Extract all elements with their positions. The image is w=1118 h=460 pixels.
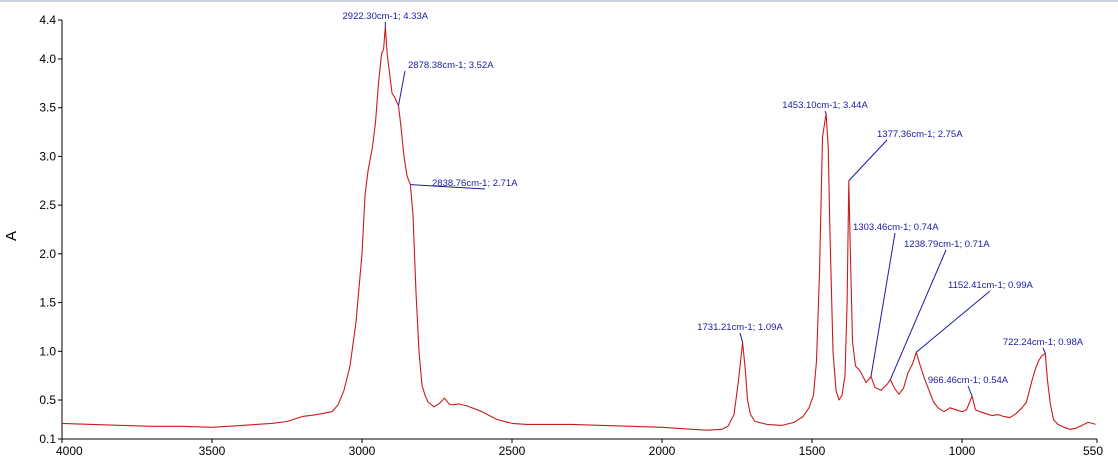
y-tick-label: 0.5: [39, 393, 56, 407]
peak-leader-line: [410, 184, 486, 190]
x-tick-label: 2500: [499, 444, 526, 458]
peak-leader-line: [397, 70, 406, 106]
x-tick-label: 3000: [349, 444, 376, 458]
peak-leader-line: [848, 139, 888, 182]
peak-leader-line: [1042, 347, 1046, 354]
y-tick-label: 3.0: [39, 149, 56, 163]
x-tick-label: 2000: [649, 444, 676, 458]
y-tick-label: 1.5: [39, 296, 56, 310]
axes: [61, 20, 1097, 440]
y-tick-label: 1.0: [39, 344, 56, 358]
x-tick-label: 3500: [199, 444, 226, 458]
peak-label: 1453.10cm-1; 3.44A: [782, 100, 868, 111]
peak-leader-line: [739, 332, 744, 343]
y-tick-label: 2.0: [39, 247, 56, 261]
peak-label: 966.46cm-1; 0.54A: [928, 375, 1009, 386]
peak-label: 1238.79cm-1; 0.71A: [904, 239, 990, 250]
peak-leader-line: [824, 110, 827, 114]
y-tick-label: 3.5: [39, 101, 56, 115]
peak-leader-line: [967, 385, 973, 397]
peak-leader-line: [889, 249, 947, 380]
y-tick-label: 4.0: [39, 52, 56, 66]
peak-annotations: 2922.30cm-1; 4.33A 2878.38cm-1; 3.52A 2838…: [343, 11, 1084, 397]
peak-label: 722.24cm-1; 0.98A: [1003, 337, 1084, 348]
x-tick-label: 1500: [799, 444, 826, 458]
y-axis-label: A: [3, 231, 20, 241]
peak-leader-line: [870, 232, 896, 377]
x-tick-label: 1000: [949, 444, 976, 458]
y-tick-label: 4.4: [39, 13, 56, 27]
peak-label: 1303.46cm-1; 0.74A: [853, 222, 939, 233]
x-tick-label: 550: [1083, 444, 1103, 458]
x-tick-label: 4000: [56, 444, 83, 458]
ticks: 0.1 0.5 1.0 1.5 2.0 2.5 3.0 3.5 4.0 4.4 4000 3500 30…: [39, 13, 1103, 458]
y-tick-label: 0.1: [39, 432, 56, 446]
y-tick-label: 2.5: [39, 198, 56, 212]
peak-label: 1152.41cm-1; 0.99A: [948, 280, 1034, 291]
peak-label: 2878.38cm-1; 3.52A: [408, 60, 494, 71]
peak-label: 1377.36cm-1; 2.75A: [877, 129, 963, 140]
spectrum-line: [61, 26, 1096, 431]
peak-label: 2838.76cm-1; 2.71A: [432, 178, 518, 189]
peak-label: 1731.21cm-1; 1.09A: [697, 322, 783, 333]
series: [61, 26, 1096, 431]
peak-leader-line: [915, 290, 991, 353]
peak-label: 2922.30cm-1; 4.33A: [343, 11, 429, 22]
